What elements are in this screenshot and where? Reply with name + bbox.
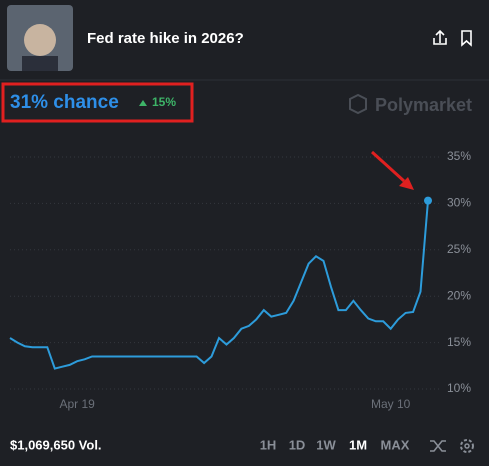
y-tick-label: 35% bbox=[447, 149, 471, 163]
settings-button[interactable] bbox=[460, 439, 474, 453]
y-tick-label: 25% bbox=[447, 242, 471, 256]
shuffle-button[interactable] bbox=[430, 440, 446, 452]
y-tick-label: 30% bbox=[447, 196, 471, 210]
chance-label: 31% chance bbox=[10, 92, 119, 113]
annotation-arrow bbox=[370, 150, 414, 190]
range-button[interactable]: 1H bbox=[260, 437, 277, 452]
range-button[interactable]: 1W bbox=[316, 437, 336, 452]
share-button[interactable] bbox=[433, 29, 447, 45]
volume: $1,069,650 Vol. bbox=[10, 437, 102, 452]
brand-name: Polymarket bbox=[375, 95, 472, 115]
market-title: Fed rate hike in 2026? bbox=[87, 30, 244, 47]
bookmark-button[interactable] bbox=[461, 30, 472, 47]
last-point bbox=[424, 196, 432, 205]
range-buttons: 1H 1D 1W 1M MAX bbox=[260, 437, 410, 452]
thumbnail-suit bbox=[22, 56, 58, 71]
y-tick-label: 20% bbox=[447, 288, 471, 302]
x-tick-label: May 10 bbox=[371, 397, 411, 411]
range-button[interactable]: 1M bbox=[349, 437, 367, 452]
line bbox=[9, 200, 429, 370]
brand-logo bbox=[349, 93, 367, 115]
y-tick-label: 10% bbox=[447, 381, 471, 395]
y-tick-label: 15% bbox=[447, 335, 471, 349]
thumbnail-face bbox=[24, 24, 56, 56]
settings-center bbox=[464, 443, 470, 449]
change-label: 15% bbox=[152, 95, 176, 109]
range-button[interactable]: MAX bbox=[381, 437, 410, 452]
x-tick-label: Apr 19 bbox=[59, 397, 95, 411]
chart: 10% 15% 20% 25% 30% 35% Apr 19 May 10 bbox=[9, 149, 471, 411]
highlight-box bbox=[1, 82, 194, 123]
range-button[interactable]: 1D bbox=[289, 437, 306, 452]
change-arrow bbox=[139, 100, 147, 106]
